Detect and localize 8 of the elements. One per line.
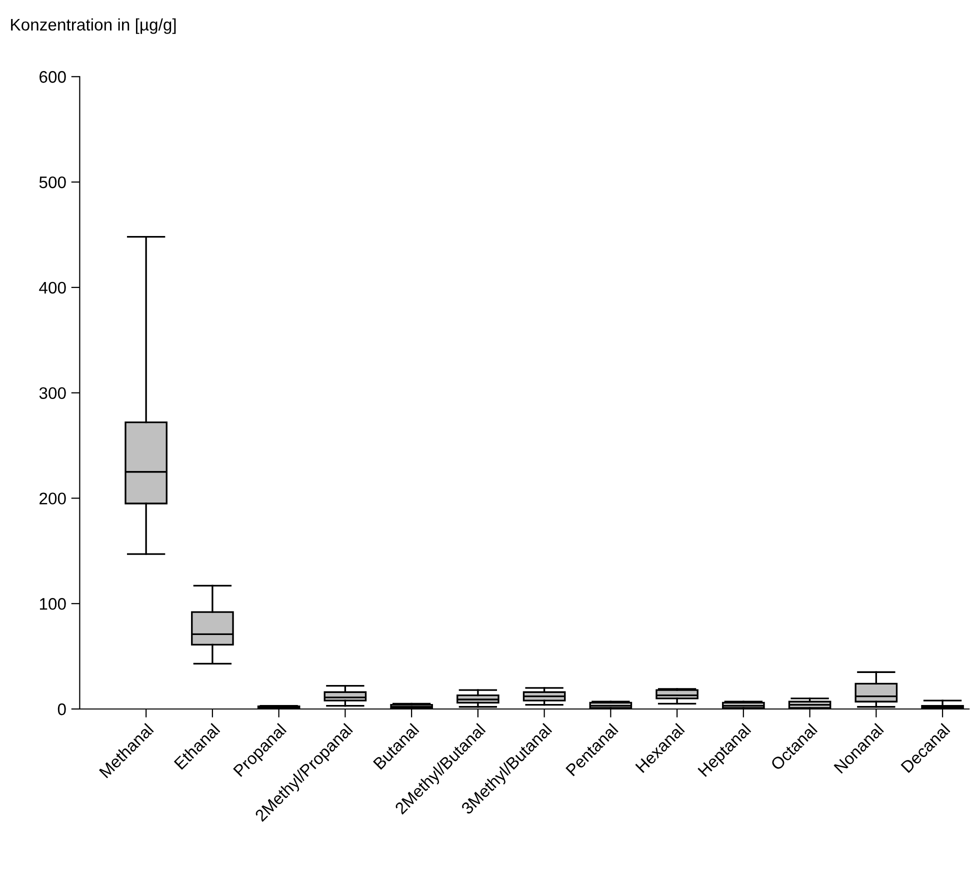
y-tick-label: 400 bbox=[39, 282, 66, 294]
y-tick-label: 0 bbox=[58, 703, 66, 716]
y-tick-label: 600 bbox=[40, 71, 66, 83]
y-tick-label: 100 bbox=[40, 598, 66, 610]
y-axis-title: Konzentration in [µg/g] bbox=[11, 18, 176, 34]
y-tick-label: 200 bbox=[40, 492, 66, 504]
y-tick-label: 300 bbox=[39, 387, 66, 400]
y-tick-label: 500 bbox=[39, 176, 66, 188]
